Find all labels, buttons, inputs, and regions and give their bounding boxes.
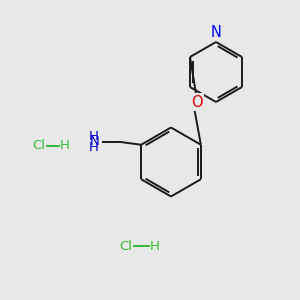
Text: N: N [211,25,221,40]
Text: H: H [89,130,99,143]
Text: H: H [150,239,160,253]
Text: Cl: Cl [119,239,132,253]
Text: N: N [89,135,99,148]
Text: O: O [191,95,203,110]
Text: H: H [60,139,70,152]
Text: H: H [89,141,99,154]
Text: Cl: Cl [32,139,45,152]
